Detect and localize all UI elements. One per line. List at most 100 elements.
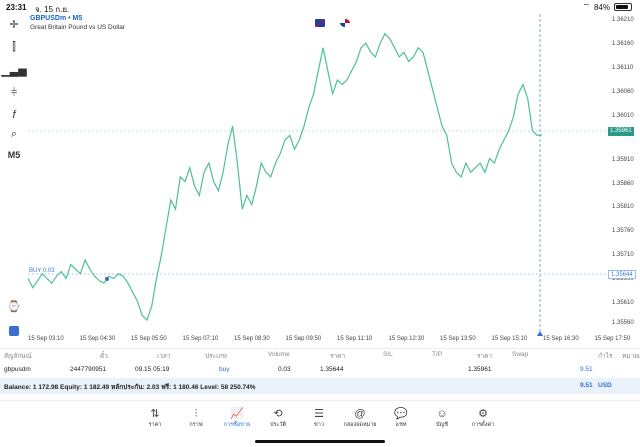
nav-chart[interactable]: ⫶ กราฟ	[176, 407, 216, 429]
table-header-cell: ตั๋ว	[100, 353, 108, 360]
nav-label: ราคา	[148, 422, 162, 428]
timeframe-button[interactable]: M5	[7, 150, 21, 160]
nav-account[interactable]: ☺ บัญชี	[422, 407, 462, 429]
indicators-icon[interactable]: ⫩	[10, 86, 18, 99]
table-header-cell: เวลา	[157, 353, 171, 360]
price-tick: 1.36060	[612, 89, 634, 95]
history-icon: ⟲	[273, 408, 283, 420]
table-header-cell: ราคา	[477, 353, 493, 360]
chart-toolbar: ✛ ⫿ ▁▃▅ ⫩ f ⌕ M5 ⌚	[0, 14, 28, 344]
objects-icon[interactable]: ⌕	[10, 127, 18, 140]
table-header-cell: Swap	[512, 351, 529, 358]
time-cursor-marker	[537, 331, 543, 336]
battery-percent: 84%	[593, 2, 610, 12]
time-tick: 15 Sep 11:10	[337, 336, 373, 342]
price-tick: 1.35910	[612, 157, 634, 163]
time-tick: 15 Sep 08:30	[234, 336, 270, 342]
function-icon[interactable]: f	[12, 109, 16, 121]
position-symbol: gbpusdm	[4, 366, 31, 373]
price-tick: 1.35810	[612, 204, 634, 210]
usd-flag-icon	[340, 19, 350, 27]
time-tick: 15 Sep 04:30	[79, 336, 116, 342]
time-tick: 15 Sep 03:10	[28, 336, 64, 342]
position-ticket: 2447790951	[70, 366, 107, 373]
settings-icon: ⚙	[478, 408, 488, 420]
table-header-cell: ราคา	[330, 353, 346, 360]
table-row[interactable]: gbpusdm 2447790951 09.15 05:19 buy 0.03 …	[0, 364, 640, 376]
nav-label: การซื้อขาย	[223, 422, 251, 428]
chart-icon: ⫶	[194, 408, 198, 420]
status-right: ⌔ 84%	[582, 2, 632, 12]
table-header-cell: สัญลักษณ์	[4, 353, 32, 360]
table-header-cell: หมายเหตุ	[622, 353, 640, 360]
table-header-cell: กำไร	[598, 353, 613, 360]
nav-label: กราฟ	[189, 422, 203, 428]
table-header-cell: ประเภท	[205, 353, 227, 360]
chat-icon: 💬	[394, 408, 408, 420]
time-tick: 15 Sep 12:30	[388, 336, 425, 342]
price-tick: 1.36160	[612, 41, 634, 47]
bar-chart-icon[interactable]: ▁▃▅	[1, 64, 27, 77]
quotes-icon: ⇅	[150, 408, 160, 420]
time-axis: 15 Sep 03:10 15 Sep 04:30 15 Sep 05:50 15 S…	[28, 335, 630, 345]
nav-label: กล่องจดหมาย	[343, 422, 377, 428]
candlestick-icon[interactable]: ⫿	[12, 40, 16, 53]
bottom-nav: ⇅ ราคา ⫶ กราฟ 📈 การซื้อขาย ⟲ ประวัติ ☰ ข่าว @ กล่อง…	[0, 400, 640, 447]
nav-settings[interactable]: ⚙ การตั้งค่า	[463, 407, 503, 429]
mailbox-icon: @	[354, 408, 366, 420]
nav-mailbox[interactable]: @ กล่องจดหมาย	[340, 407, 380, 429]
price-chart-svg[interactable]: BUY 0.03	[27, 14, 608, 344]
nav-history[interactable]: ⟲ ประวัติ	[258, 407, 298, 429]
table-header-cell: T/P	[432, 351, 443, 358]
balance-bar: Balance: 1 172.98 Equity: 1 182.49 หลักป…	[0, 378, 640, 394]
price-tick: 1.36110	[612, 65, 634, 71]
account-icon: ☺	[436, 408, 448, 420]
time-tick: 15 Sep 15:10	[491, 336, 528, 342]
home-indicator	[255, 440, 385, 443]
nav-label: บัญชี	[436, 422, 448, 428]
time-tick: 15 Sep 05:50	[131, 336, 167, 342]
chart-symbol-description: Great Britain Pound vs US Dollar	[30, 24, 126, 31]
position-open-price: 1.35644	[320, 366, 344, 373]
buy-entry-marker	[105, 277, 109, 281]
news-icon: ☰	[314, 408, 324, 420]
buy-price-tag: 1.35644	[608, 270, 636, 279]
table-header-cell: S/L	[383, 351, 393, 358]
nav-chat[interactable]: 💬 แชท	[381, 407, 421, 429]
position-type: buy	[219, 366, 230, 373]
price-tick: 1.35610	[612, 300, 634, 306]
position-volume: 0.03	[278, 366, 291, 373]
position-profit: 9.51	[580, 366, 593, 373]
price-line	[27, 32, 543, 322]
buy-position-label: BUY 0.03	[29, 268, 55, 274]
battery-icon	[614, 3, 632, 11]
chart-symbol-title: GBPUSDm • M5	[30, 15, 83, 22]
price-tick: 1.36210	[612, 17, 634, 23]
nav-news[interactable]: ☰ ข่าว	[299, 407, 339, 429]
position-time: 09.15 05:19	[135, 366, 170, 373]
price-tick: 1.35560	[612, 320, 634, 326]
time-tick: 15 Sep 07:10	[182, 336, 219, 342]
nav-label: ประวัติ	[269, 422, 287, 428]
nav-label: ข่าว	[314, 422, 324, 428]
nav-label: การตั้งค่า	[471, 422, 495, 428]
time-tick: 15 Sep 13:50	[440, 336, 476, 342]
broker-logo-icon[interactable]	[5, 323, 23, 339]
table-header-cell: Volume	[268, 351, 290, 358]
price-axis: 1.36210 1.36160 1.36110 1.36060 1.36010 1.359…	[608, 14, 640, 344]
account-currency: USD	[598, 382, 612, 389]
price-tick: 1.35760	[612, 228, 634, 234]
battery-fill	[616, 5, 628, 9]
positions-table-header: สัญลักษณ์ ตั๋ว เวลา ประเภท Volume ราคา S/L T/P ร…	[0, 348, 640, 360]
price-tick: 1.35710	[612, 252, 634, 258]
position-current-price: 1.35961	[468, 366, 492, 373]
gbp-flag-icon	[315, 19, 325, 27]
nav-trade[interactable]: 📈 การซื้อขาย	[217, 407, 257, 429]
time-tick: 15 Sep 16:30	[543, 336, 579, 342]
total-profit: 9.51	[580, 382, 593, 389]
nav-quotes[interactable]: ⇅ ราคา	[135, 407, 175, 429]
crosshair-icon[interactable]: ✛	[9, 18, 19, 31]
one-click-trading-icon[interactable]: ⌚	[7, 300, 21, 313]
trade-icon: 📈	[230, 408, 244, 420]
price-chart[interactable]: BUY 0.03	[27, 14, 608, 344]
